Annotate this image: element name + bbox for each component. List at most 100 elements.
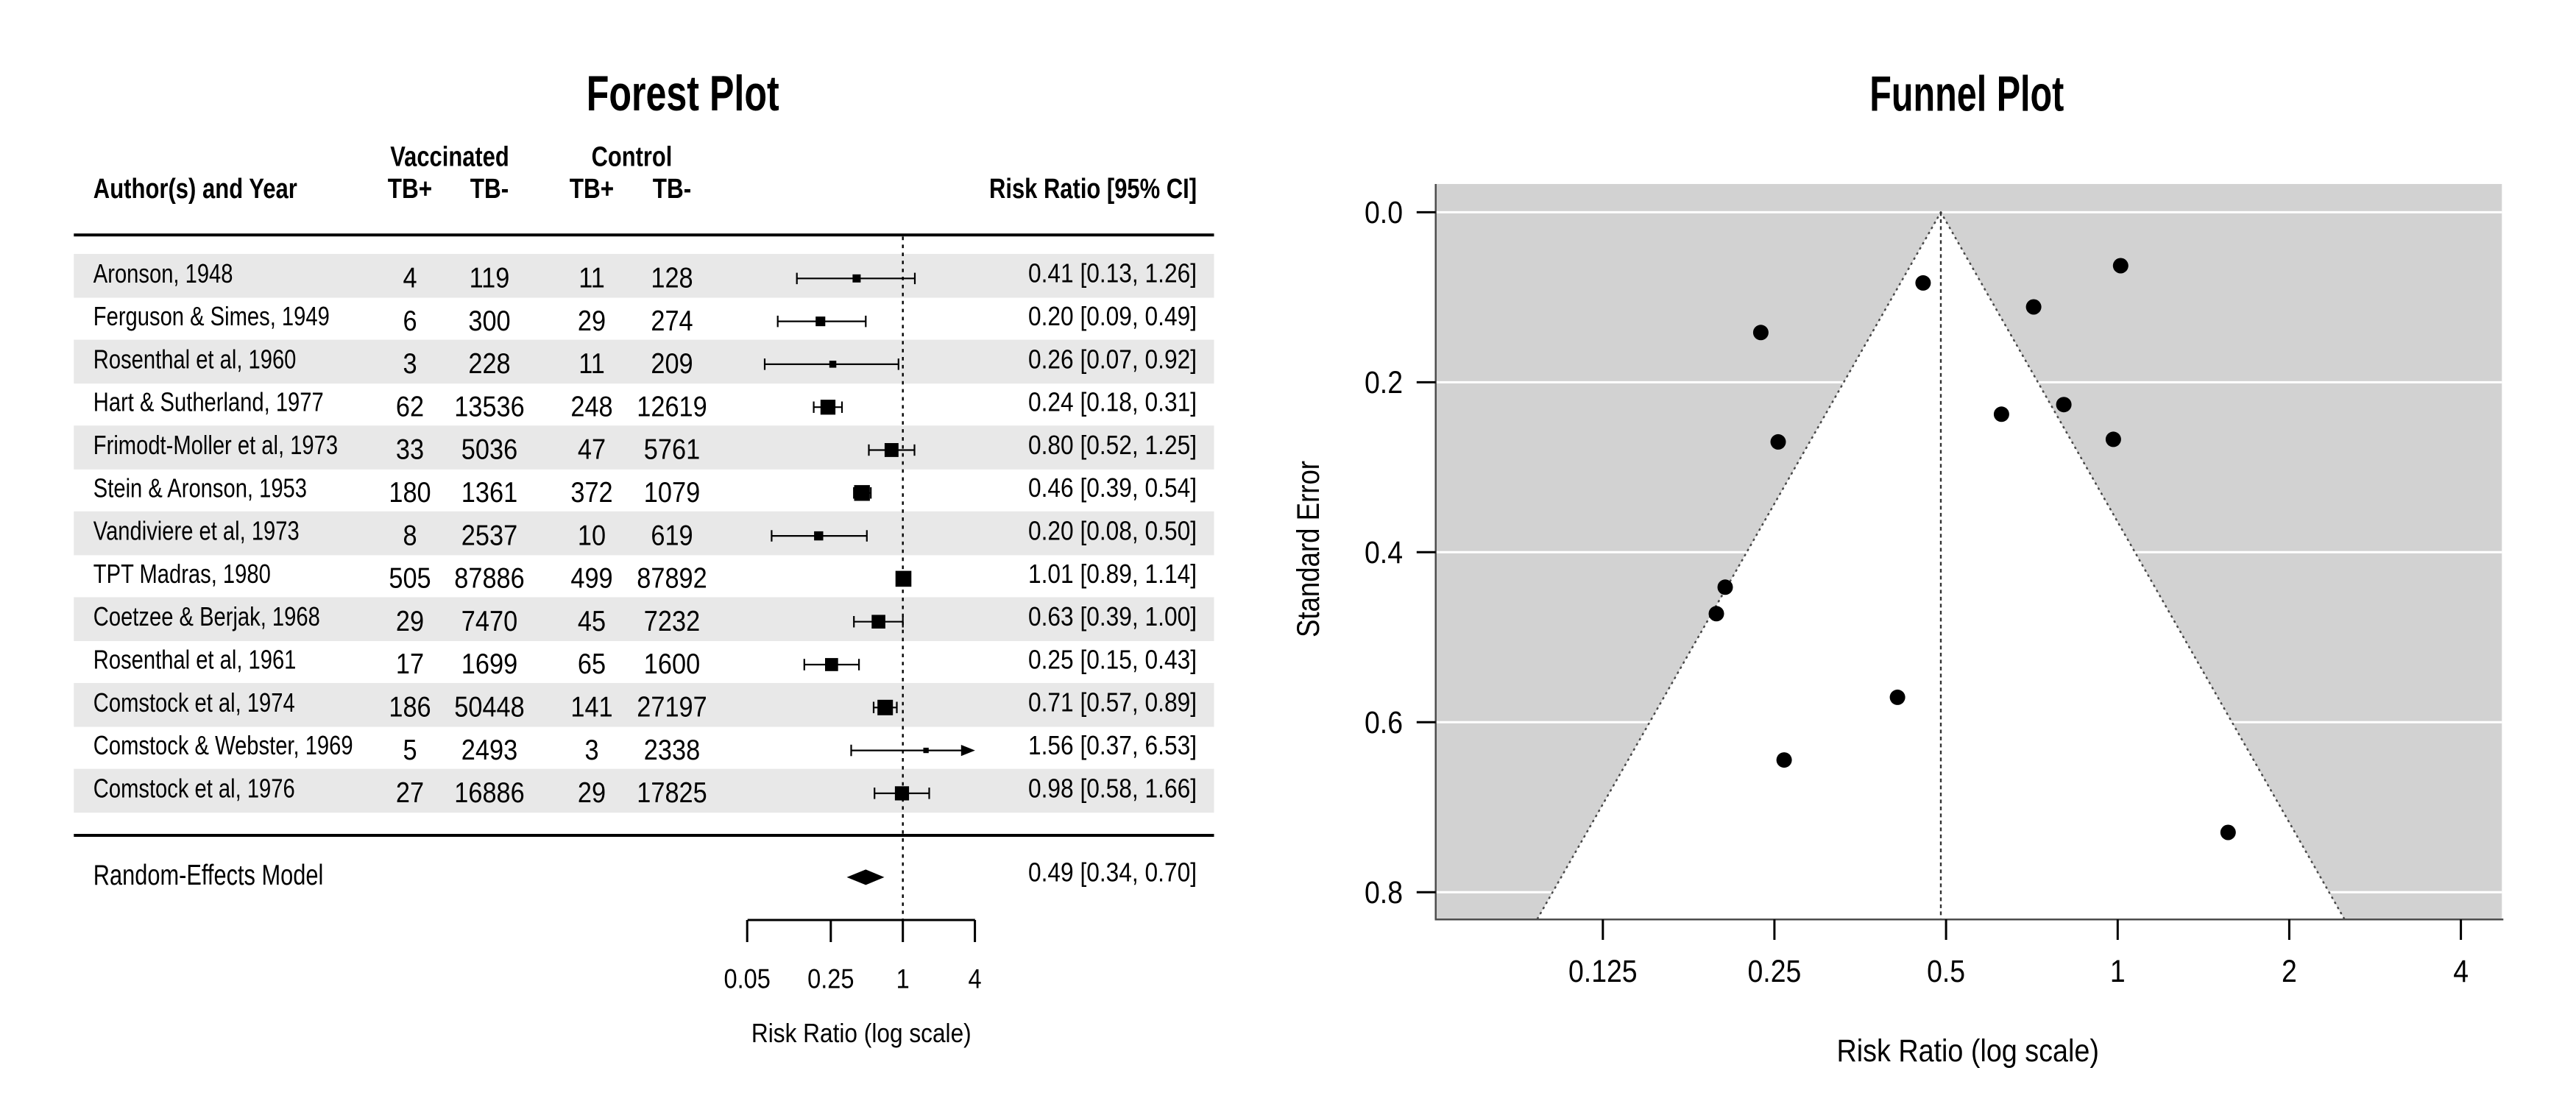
svg-text:0.49 [0.34, 0.70]: 0.49 [0.34, 0.70]	[1028, 857, 1197, 887]
svg-text:29: 29	[578, 305, 606, 337]
svg-text:29: 29	[578, 777, 606, 809]
svg-text:4: 4	[2453, 955, 2469, 989]
svg-text:619: 619	[651, 520, 693, 551]
svg-text:87892: 87892	[637, 563, 707, 595]
svg-text:0.5: 0.5	[1927, 955, 1965, 989]
svg-text:0.63 [0.39, 1.00]: 0.63 [0.39, 1.00]	[1028, 601, 1197, 631]
svg-text:0.24 [0.18, 0.31]: 0.24 [0.18, 0.31]	[1028, 387, 1197, 417]
svg-text:228: 228	[468, 348, 510, 380]
svg-text:4: 4	[403, 263, 417, 294]
svg-text:2537: 2537	[461, 520, 517, 551]
svg-text:1600: 1600	[644, 648, 700, 680]
svg-text:Risk Ratio (log scale): Risk Ratio (log scale)	[751, 1018, 972, 1048]
svg-text:7470: 7470	[461, 606, 517, 637]
svg-text:TB-: TB-	[653, 174, 692, 205]
svg-text:0.98 [0.58, 1.66]: 0.98 [0.58, 1.66]	[1028, 773, 1197, 803]
svg-text:372: 372	[570, 477, 612, 509]
svg-text:TPT Madras, 1980: TPT Madras, 1980	[93, 559, 271, 589]
svg-text:1.56 [0.37, 6.53]: 1.56 [0.37, 6.53]	[1028, 730, 1197, 760]
svg-text:Rosenthal et al, 1960: Rosenthal et al, 1960	[93, 344, 297, 374]
svg-text:0.125: 0.125	[1568, 955, 1638, 989]
svg-text:119: 119	[470, 263, 510, 294]
svg-text:17825: 17825	[637, 777, 707, 809]
svg-text:3: 3	[584, 735, 598, 766]
svg-text:Coetzee & Berjak, 1968: Coetzee & Berjak, 1968	[93, 601, 320, 631]
svg-text:0.41 [0.13, 1.26]: 0.41 [0.13, 1.26]	[1028, 258, 1197, 289]
svg-text:65: 65	[578, 648, 606, 680]
svg-text:Rosenthal et al, 1961: Rosenthal et al, 1961	[93, 645, 297, 675]
svg-text:8: 8	[403, 520, 417, 551]
svg-text:1079: 1079	[644, 477, 700, 509]
svg-text:Comstock et al, 1974: Comstock et al, 1974	[93, 687, 295, 718]
svg-text:2338: 2338	[644, 735, 700, 766]
svg-text:47: 47	[578, 434, 606, 466]
svg-text:12619: 12619	[637, 391, 707, 422]
svg-text:0.25: 0.25	[1748, 955, 1802, 989]
svg-text:16886: 16886	[454, 777, 524, 809]
svg-text:3: 3	[403, 348, 417, 380]
svg-text:4: 4	[969, 964, 982, 994]
svg-text:2493: 2493	[461, 735, 517, 766]
svg-text:0.8: 0.8	[1365, 876, 1403, 910]
svg-text:29: 29	[396, 606, 424, 637]
svg-text:1: 1	[896, 964, 910, 994]
svg-text:0.2: 0.2	[1365, 366, 1403, 400]
svg-text:505: 505	[389, 563, 431, 595]
svg-text:27197: 27197	[637, 692, 707, 723]
svg-text:0.20 [0.08, 0.50]: 0.20 [0.08, 0.50]	[1028, 516, 1197, 546]
svg-text:0.4: 0.4	[1365, 536, 1403, 570]
svg-text:13536: 13536	[454, 391, 524, 422]
svg-text:33: 33	[396, 434, 424, 466]
svg-text:1699: 1699	[461, 648, 517, 680]
svg-text:Stein & Aronson, 1953: Stein & Aronson, 1953	[93, 473, 307, 503]
svg-text:1.01 [0.89, 1.14]: 1.01 [0.89, 1.14]	[1028, 559, 1197, 589]
svg-text:Random-Effects Model: Random-Effects Model	[93, 860, 324, 891]
svg-text:5036: 5036	[461, 434, 517, 466]
svg-text:0.05: 0.05	[724, 964, 771, 994]
svg-text:Standard Error: Standard Error	[1291, 461, 1326, 637]
svg-text:62: 62	[396, 391, 424, 422]
svg-text:Ferguson & Simes, 1949: Ferguson & Simes, 1949	[93, 301, 330, 331]
svg-text:11: 11	[578, 348, 605, 380]
svg-text:Comstock et al, 1976: Comstock et al, 1976	[93, 773, 295, 803]
svg-text:Comstock & Webster, 1969: Comstock & Webster, 1969	[93, 730, 353, 760]
svg-text:0.20 [0.09, 0.49]: 0.20 [0.09, 0.49]	[1028, 301, 1197, 331]
svg-text:1361: 1361	[461, 477, 517, 509]
svg-text:45: 45	[578, 606, 606, 637]
svg-text:Author(s) and Year: Author(s) and Year	[93, 174, 297, 205]
svg-text:0.46 [0.39, 0.54]: 0.46 [0.39, 0.54]	[1028, 473, 1197, 503]
svg-text:0.71 [0.57, 0.89]: 0.71 [0.57, 0.89]	[1028, 687, 1197, 718]
svg-text:27: 27	[396, 777, 424, 809]
svg-text:Risk Ratio (log scale): Risk Ratio (log scale)	[1837, 1033, 2099, 1069]
svg-text:TB+: TB+	[570, 174, 615, 205]
svg-text:209: 209	[651, 348, 693, 380]
svg-text:0.0: 0.0	[1365, 196, 1403, 230]
svg-text:17: 17	[396, 648, 424, 680]
svg-text:Forest Plot: Forest Plot	[587, 66, 779, 121]
svg-text:5: 5	[403, 735, 417, 766]
svg-text:7232: 7232	[644, 606, 700, 637]
svg-text:11: 11	[578, 263, 605, 294]
svg-text:Vaccinated: Vaccinated	[390, 141, 509, 172]
svg-text:Funnel Plot: Funnel Plot	[1869, 66, 2064, 122]
svg-text:0.26 [0.07, 0.92]: 0.26 [0.07, 0.92]	[1028, 344, 1197, 374]
svg-text:10: 10	[578, 520, 606, 551]
svg-text:Hart & Sutherland, 1977: Hart & Sutherland, 1977	[93, 387, 324, 417]
svg-text:6: 6	[403, 305, 417, 337]
svg-text:50448: 50448	[454, 692, 524, 723]
svg-text:499: 499	[570, 563, 612, 595]
svg-text:Control: Control	[592, 141, 673, 172]
svg-text:186: 186	[389, 692, 431, 723]
svg-text:1: 1	[2110, 955, 2126, 989]
svg-text:Frimodt-Moller et al, 1973: Frimodt-Moller et al, 1973	[93, 430, 338, 460]
svg-text:TB+: TB+	[388, 174, 433, 205]
svg-text:87886: 87886	[454, 563, 524, 595]
svg-text:128: 128	[651, 263, 693, 294]
svg-text:248: 248	[570, 391, 612, 422]
svg-text:274: 274	[651, 305, 693, 337]
svg-text:0.6: 0.6	[1365, 706, 1403, 740]
svg-text:141: 141	[570, 692, 612, 723]
svg-text:0.80 [0.52, 1.25]: 0.80 [0.52, 1.25]	[1028, 430, 1197, 460]
svg-text:Risk Ratio [95% CI]: Risk Ratio [95% CI]	[989, 174, 1197, 205]
svg-text:0.25 [0.15, 0.43]: 0.25 [0.15, 0.43]	[1028, 644, 1197, 674]
